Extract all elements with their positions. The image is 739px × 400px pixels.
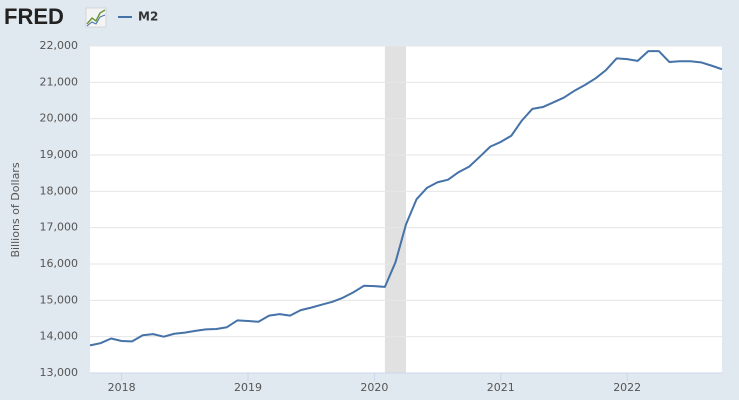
y-tick-label: 14,000	[40, 330, 79, 343]
y-tick-label: 13,000	[40, 366, 79, 379]
logo[interactable]: FRED	[4, 4, 64, 29]
y-tick-label: 21,000	[40, 75, 79, 88]
x-tick-label: 2019	[234, 381, 262, 394]
logo-icon	[85, 7, 107, 28]
y-tick-label: 18,000	[40, 184, 79, 197]
y-tick-label: 19,000	[40, 148, 79, 161]
y-tick-label: 17,000	[40, 221, 79, 234]
y-tick-label: 16,000	[40, 257, 79, 270]
y-tick-label: 22,000	[40, 39, 79, 52]
y-tick-label: 15,000	[40, 293, 79, 306]
x-tick-label: 2021	[487, 381, 515, 394]
y-tick-label: 20,000	[40, 112, 79, 125]
recession-band	[384, 46, 406, 373]
data-line	[89, 50, 723, 347]
legend-label[interactable]: M2	[138, 10, 158, 24]
y-axis-title: Billions of Dollars	[9, 162, 22, 257]
x-tick-label: 2022	[613, 381, 641, 394]
x-tick-label: 2018	[108, 381, 136, 394]
x-tick-label: 2020	[360, 381, 388, 394]
